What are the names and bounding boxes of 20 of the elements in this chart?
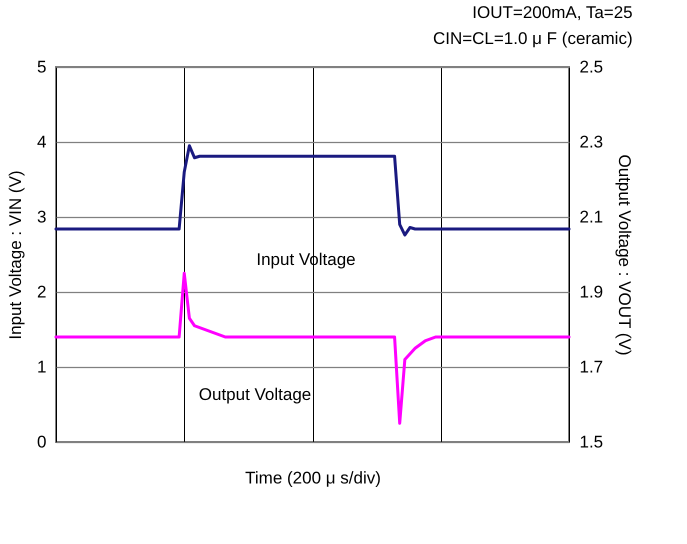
- line-series: [54, 144, 570, 236]
- y-tick-label: 2: [37, 282, 46, 302]
- y2-axis-title: Output Voltage : VOUT (V): [615, 154, 634, 356]
- y2-tick-label: 2.5: [580, 58, 604, 76]
- y2-tick-label: 2.1: [580, 208, 604, 226]
- line-series: [54, 272, 570, 425]
- y2-tick-label: 1.9: [580, 282, 604, 302]
- y-tick-label: 1: [37, 358, 46, 376]
- y2-tick-label: 2.3: [580, 132, 604, 152]
- x-axis-title: Time (200 μ s/div): [245, 468, 381, 488]
- y-axis-title: Input Voltage : VIN (V): [6, 170, 26, 340]
- y2-tick-label: 1.7: [580, 358, 604, 376]
- text: CIN=CL=1.0 μ F (ceramic): [432, 29, 633, 48]
- y-tick-label: 3: [37, 208, 46, 226]
- y-tick-label: 0: [37, 432, 46, 452]
- y-tick-label: 5: [37, 58, 46, 76]
- text: Output Voltage: [198, 385, 312, 404]
- y-tick-label: 4: [37, 132, 46, 152]
- y2-tick-label: 1.5: [580, 432, 604, 452]
- text: IOUT=200mA, Ta=25: [472, 3, 633, 22]
